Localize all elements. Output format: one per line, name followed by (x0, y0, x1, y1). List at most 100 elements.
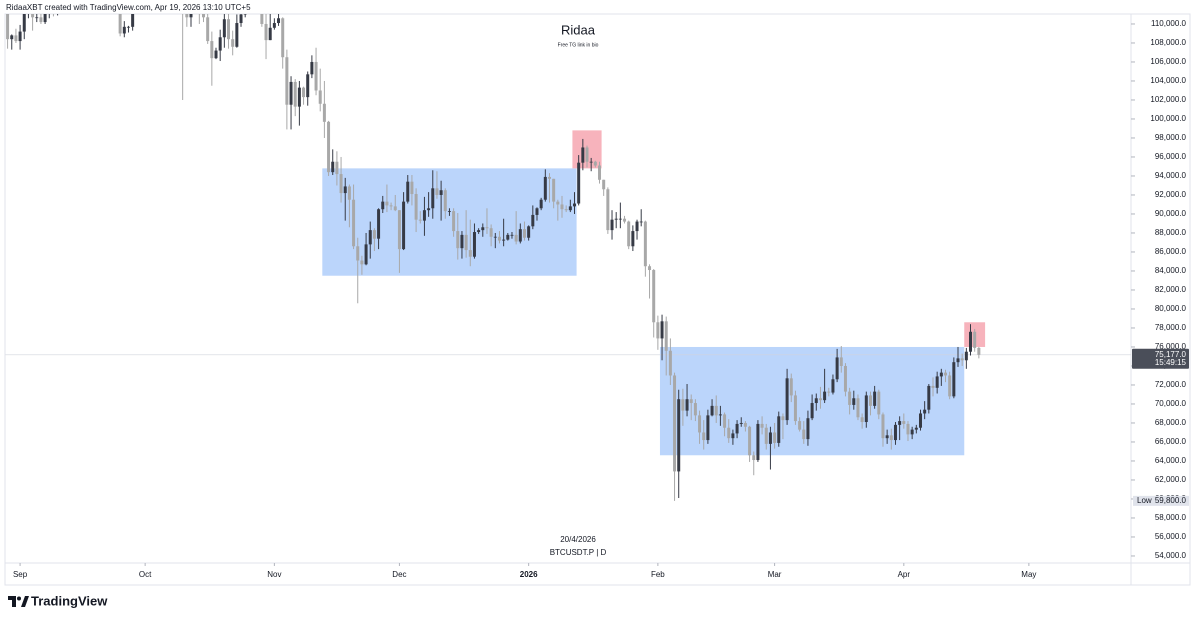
y-tick-label: 66,000.0 (1155, 437, 1187, 446)
candle-body (31, 14, 35, 18)
candle-body (406, 181, 410, 202)
candle-body (618, 218, 622, 220)
candle-body (660, 321, 664, 339)
candle-body (843, 365, 847, 392)
candle-body (456, 231, 460, 249)
candle-body (714, 405, 718, 416)
candle-body (556, 201, 560, 205)
candle-body (318, 90, 322, 104)
candle-body (710, 405, 714, 416)
candle-body (185, 14, 189, 18)
candle-body (614, 218, 618, 220)
candle-body (656, 322, 660, 339)
last-price-box (1132, 348, 1189, 369)
candle-body (793, 395, 797, 422)
candle-body (585, 147, 589, 162)
y-tick-label: 94,000.0 (1155, 171, 1187, 180)
candle-body (868, 395, 872, 406)
logo-icon (8, 596, 29, 607)
candle-body (718, 414, 722, 416)
candle-body (623, 218, 627, 222)
y-tick-label: 106,000.0 (1150, 57, 1186, 66)
candle-body (773, 432, 777, 443)
candle-body (535, 208, 539, 215)
candle-body (14, 35, 18, 42)
last-price-label: 75,177.0 (1155, 350, 1187, 359)
candle-body (10, 35, 14, 40)
candle-body (497, 236, 501, 241)
candle-body (335, 161, 339, 175)
candle-body (756, 423, 760, 461)
candle-body (589, 161, 593, 163)
candle-body (206, 17, 210, 42)
candle-body (264, 23, 268, 41)
y-tick-label: 64,000.0 (1155, 456, 1187, 465)
y-tick-label: 110,000.0 (1151, 19, 1187, 28)
candle-body (302, 87, 306, 98)
y-tick-label: 80,000.0 (1155, 304, 1187, 313)
candle-body (239, 14, 243, 24)
candle-body (960, 358, 964, 361)
candle-body (673, 375, 677, 472)
candle-body (322, 103, 326, 122)
candle-body (43, 14, 47, 23)
candle-body (235, 23, 239, 47)
candle-body (452, 211, 456, 232)
candle-body (923, 409, 927, 414)
candle-body (814, 398, 818, 404)
candle-body (522, 229, 526, 238)
candle-body (493, 236, 497, 238)
candle-body (889, 435, 893, 441)
candle-body (393, 206, 397, 211)
candle-body (422, 210, 426, 221)
candle-body (635, 221, 639, 232)
candle-body (664, 321, 668, 351)
candle-body (918, 413, 922, 428)
candle-body (39, 17, 43, 23)
candle-body (927, 385, 931, 410)
candle-body (810, 403, 814, 419)
candle-body (964, 351, 968, 361)
header: RidaaXBT created with TradingView.com, A… (6, 3, 251, 12)
candle-body (231, 39, 235, 47)
candle-body (748, 426, 752, 456)
y-tick-label: 54,000.0 (1155, 551, 1187, 560)
candle-body (439, 190, 443, 195)
chart-frame (4, 13, 1191, 586)
candle-body (827, 391, 831, 393)
low-tag: Low (1137, 496, 1152, 505)
chart-title: Ridaa (561, 22, 596, 37)
candle-body (222, 19, 226, 38)
candle-body (789, 378, 793, 396)
plot-area (5, 14, 1131, 501)
candle-body (510, 234, 514, 236)
candle-body (293, 81, 297, 107)
candle-body (768, 432, 772, 444)
candle-body (389, 205, 393, 207)
candle-body (368, 230, 372, 245)
candle-body (481, 227, 485, 231)
candle-body (752, 455, 756, 461)
candle-body (931, 385, 935, 388)
y-tick-label: 86,000.0 (1155, 247, 1187, 256)
candle-body (506, 234, 510, 240)
candle-body (643, 221, 647, 267)
candle-body (568, 206, 572, 211)
candle-body (514, 234, 518, 242)
candle-body (364, 244, 368, 265)
candle-body (564, 209, 568, 211)
candle-body (272, 23, 276, 28)
candle-body (956, 358, 960, 363)
candle-body (385, 201, 389, 206)
candle-body (831, 379, 835, 393)
y-tick-label: 62,000.0 (1155, 475, 1187, 484)
candle-body (547, 176, 551, 179)
candle-body (414, 194, 418, 220)
watermark-date: 20/4/2026 (560, 535, 596, 544)
candle-body (627, 221, 631, 247)
candle-body (573, 203, 577, 207)
candle-body (410, 181, 414, 195)
x-tick-label: Apr (898, 570, 911, 579)
candle-body (527, 226, 531, 238)
candle-body (689, 399, 693, 404)
